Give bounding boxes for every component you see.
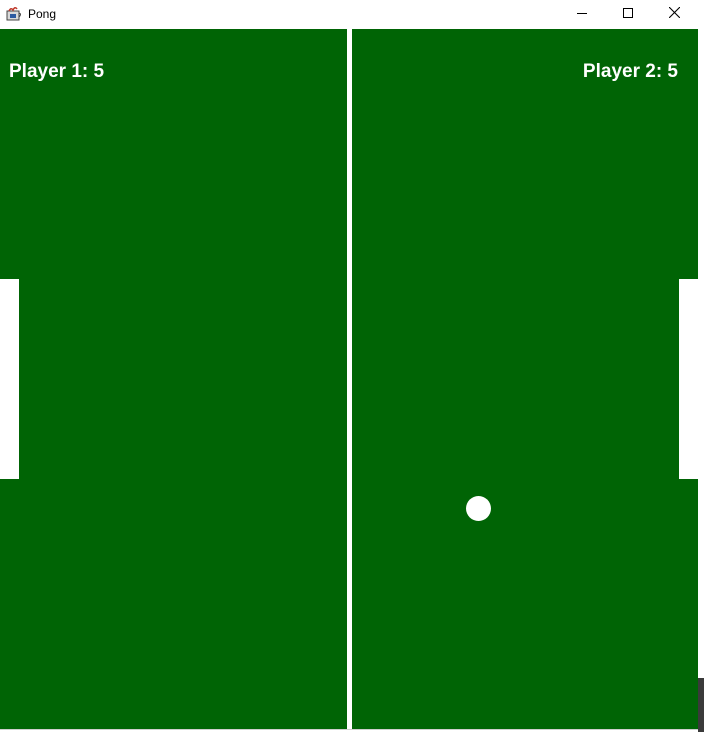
window-bottom-border: [0, 729, 698, 732]
maximize-button[interactable]: [605, 0, 651, 28]
right-paddle: [679, 279, 698, 479]
ball: [466, 496, 491, 521]
player2-score: Player 2: 5: [582, 61, 678, 82]
minimize-icon: [577, 5, 587, 23]
window-edge: [698, 29, 704, 732]
java-cup-icon: [6, 5, 22, 21]
window-title: Pong: [28, 7, 57, 21]
title-bar[interactable]: Pong: [0, 0, 704, 28]
center-net-line: [347, 29, 352, 729]
minimize-button[interactable]: [559, 0, 605, 28]
close-icon: [668, 5, 680, 23]
game-field[interactable]: Player 1: 5 Player 2: 5: [0, 29, 698, 729]
left-paddle: [0, 279, 19, 479]
background-window-edge: [698, 678, 704, 732]
maximize-icon: [623, 5, 633, 23]
close-button[interactable]: [651, 0, 697, 28]
player1-score: Player 1: 5: [9, 61, 105, 82]
